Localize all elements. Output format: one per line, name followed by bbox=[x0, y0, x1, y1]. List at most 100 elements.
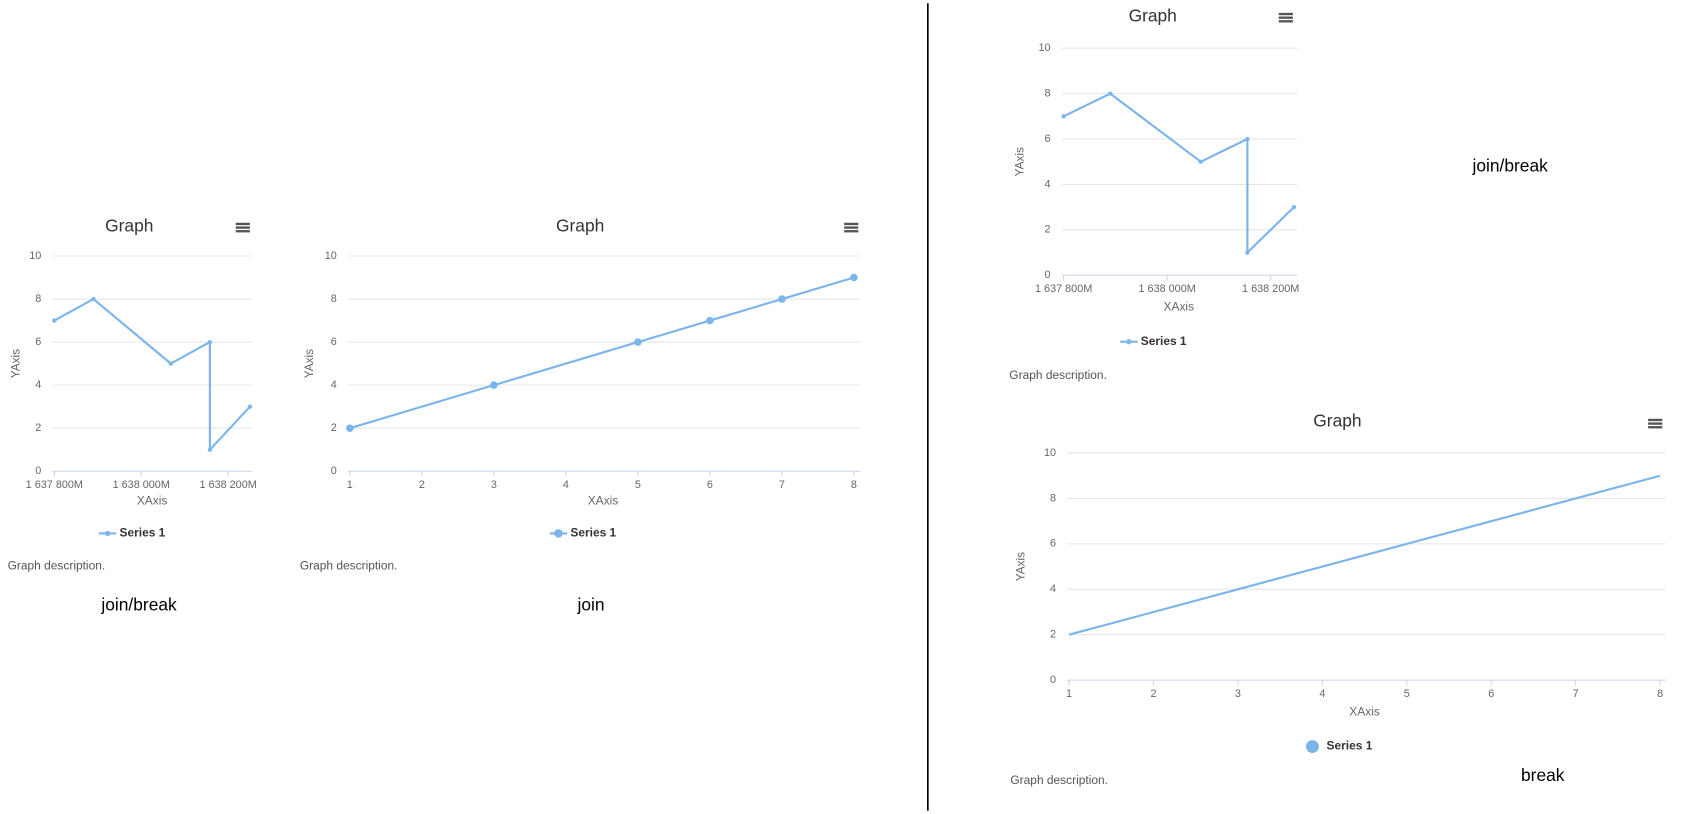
chart-title: Graph bbox=[556, 216, 604, 236]
point bbox=[778, 295, 786, 303]
y-tick-label: 2 bbox=[1050, 629, 1056, 641]
y-tick-label: 2 bbox=[1045, 224, 1051, 236]
point bbox=[706, 316, 714, 325]
y-tick-label: 8 bbox=[331, 293, 337, 305]
y-tick-label: 4 bbox=[331, 379, 337, 391]
y-tick-label: 0 bbox=[35, 465, 41, 477]
menu-icon-bar bbox=[1648, 418, 1663, 422]
graph-description: Graph description. bbox=[1010, 773, 1108, 787]
x-axis-title: XAxis bbox=[588, 493, 619, 507]
y-axis-title: YAxis bbox=[1012, 147, 1026, 176]
y-tick-label: 8 bbox=[1045, 87, 1051, 99]
x-tick-label: 7 bbox=[1573, 688, 1579, 700]
menu-icon-bar bbox=[844, 230, 859, 233]
point bbox=[1245, 136, 1250, 142]
point bbox=[207, 447, 213, 452]
y-axis-title: YAxis bbox=[302, 349, 316, 378]
point bbox=[1245, 250, 1250, 255]
note: join bbox=[576, 595, 604, 615]
point bbox=[52, 318, 57, 323]
y-tick-label: 8 bbox=[1050, 492, 1056, 504]
point bbox=[247, 404, 253, 409]
y-tick-label: 4 bbox=[1050, 583, 1056, 595]
y-tick-label: 4 bbox=[1045, 178, 1051, 190]
series-line bbox=[1063, 92, 1295, 256]
x-tick-label: 4 bbox=[1319, 688, 1325, 700]
y-tick-label: 0 bbox=[331, 465, 337, 477]
menu-icon-bar bbox=[235, 230, 250, 233]
point bbox=[207, 339, 213, 345]
x-tick-label: 8 bbox=[1657, 688, 1663, 700]
legend-marker bbox=[1305, 740, 1319, 753]
note: join/break bbox=[1471, 156, 1548, 176]
series-line bbox=[1068, 474, 1661, 636]
x-tick-label: 8 bbox=[851, 479, 857, 491]
y-tick-label: 0 bbox=[1045, 269, 1051, 281]
point bbox=[1198, 159, 1203, 164]
menu-icon-bar bbox=[235, 222, 250, 226]
point bbox=[1108, 91, 1113, 96]
note: join/break bbox=[100, 595, 177, 615]
legend-label[interactable]: Series 1 bbox=[1327, 739, 1373, 753]
legend-label[interactable]: Series 1 bbox=[1141, 334, 1187, 348]
x-tick-label: 3 bbox=[491, 479, 497, 491]
y-tick-label: 6 bbox=[1045, 133, 1051, 145]
x-tick-label: 4 bbox=[563, 479, 569, 491]
series-line bbox=[53, 297, 251, 453]
legend-label[interactable]: Series 1 bbox=[120, 526, 166, 540]
x-tick-label: 1 638 000M bbox=[113, 479, 170, 491]
y-tick-label: 10 bbox=[325, 250, 337, 262]
y-tick-label: 8 bbox=[35, 293, 41, 305]
y-tick-label: 6 bbox=[1050, 538, 1056, 550]
graph-description: Graph description. bbox=[1009, 368, 1107, 382]
chart-title: Graph bbox=[1313, 411, 1361, 431]
menu-icon-bar bbox=[1648, 422, 1663, 425]
x-tick-label: 1 638 200M bbox=[200, 479, 257, 491]
x-tick-label: 6 bbox=[707, 479, 713, 491]
y-tick-label: 2 bbox=[331, 422, 337, 434]
x-tick-label: 3 bbox=[1235, 688, 1241, 700]
point bbox=[91, 296, 96, 302]
y-axis-title: YAxis bbox=[8, 349, 22, 378]
x-tick-label: 2 bbox=[1150, 688, 1156, 700]
y-tick-label: 6 bbox=[35, 336, 41, 348]
y-axis-title: YAxis bbox=[1013, 552, 1027, 581]
menu-icon-bar bbox=[1648, 426, 1663, 429]
menu-icon-bar bbox=[1278, 16, 1293, 19]
x-tick-label: 1 638 000M bbox=[1139, 283, 1196, 295]
menu-icon-bar bbox=[235, 226, 250, 229]
y-tick-label: 4 bbox=[35, 379, 41, 391]
legend-marker bbox=[104, 530, 111, 537]
point bbox=[490, 381, 498, 389]
y-tick-label: 10 bbox=[29, 250, 41, 262]
point bbox=[346, 424, 354, 432]
series-line bbox=[349, 276, 855, 430]
x-tick-label: 2 bbox=[419, 479, 425, 491]
point bbox=[634, 338, 642, 346]
x-tick-label: 1 bbox=[347, 479, 353, 491]
x-tick-label: 1 637 800M bbox=[26, 479, 83, 491]
y-tick-label: 0 bbox=[1050, 674, 1056, 686]
x-tick-label: 7 bbox=[779, 479, 785, 491]
menu-icon-bar bbox=[844, 222, 859, 226]
chart-title: Graph bbox=[105, 216, 153, 236]
x-tick-label: 1 637 800M bbox=[1035, 283, 1092, 295]
y-tick-label: 2 bbox=[35, 422, 41, 434]
point bbox=[1061, 114, 1066, 119]
x-axis-title: XAxis bbox=[137, 493, 168, 507]
menu-icon-bar bbox=[1278, 12, 1293, 16]
x-tick-label: 5 bbox=[635, 479, 641, 491]
y-tick-label: 6 bbox=[331, 336, 337, 348]
x-tick-label: 6 bbox=[1488, 688, 1494, 700]
point bbox=[850, 273, 858, 282]
legend-marker bbox=[554, 529, 563, 538]
legend-marker bbox=[1126, 338, 1132, 345]
point bbox=[1291, 204, 1297, 210]
menu-icon-bar bbox=[844, 226, 859, 229]
graph-description: Graph description. bbox=[8, 559, 106, 573]
y-tick-label: 10 bbox=[1044, 447, 1056, 459]
x-axis-title: XAxis bbox=[1164, 300, 1195, 314]
legend-label[interactable]: Series 1 bbox=[570, 526, 616, 540]
y-tick-label: 10 bbox=[1039, 42, 1051, 54]
